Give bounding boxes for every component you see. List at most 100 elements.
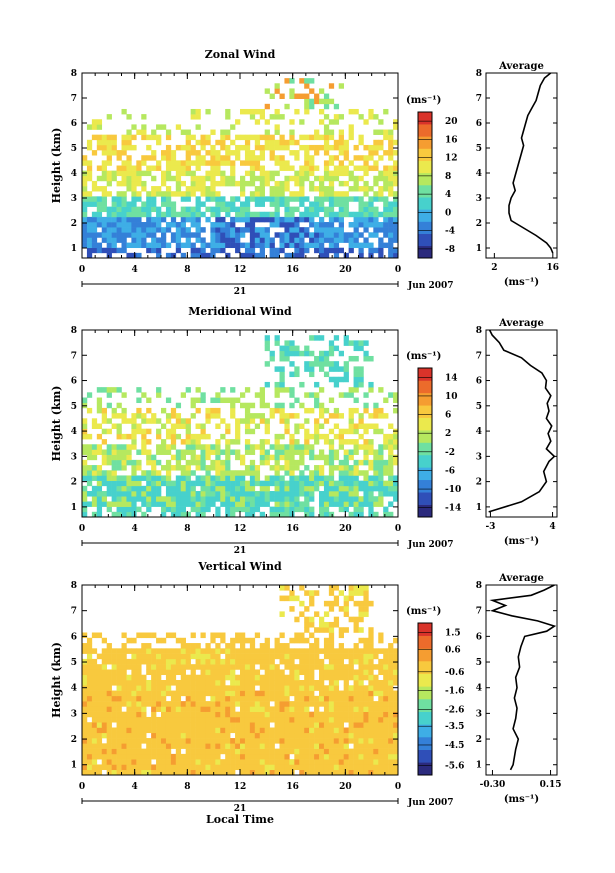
heatmap-cell <box>383 648 389 654</box>
heatmap-cell <box>383 108 389 115</box>
heatmap-cell <box>151 150 157 156</box>
heatmap-cell <box>161 743 167 749</box>
heatmap-cell <box>363 423 369 429</box>
heatmap-cell <box>319 242 325 249</box>
heatmap-cell <box>106 160 112 166</box>
heatmap-cell <box>328 480 335 487</box>
heatmap-cell <box>96 706 103 712</box>
heatmap-cell <box>175 759 182 765</box>
heatmap-cell <box>328 98 335 105</box>
heatmap-cell <box>220 387 226 393</box>
heatmap-cell <box>121 738 127 744</box>
heatmap-cell <box>170 701 177 707</box>
heatmap-cell <box>165 722 172 728</box>
heatmap-cell <box>170 764 177 771</box>
heatmap-cell <box>373 511 379 518</box>
heatmap-cell <box>106 653 112 660</box>
heatmap-cell <box>383 653 389 660</box>
heatmap-cell <box>378 480 384 487</box>
heatmap-cell <box>106 402 112 409</box>
heatmap-cell <box>328 491 335 497</box>
heatmap-cell <box>225 423 231 429</box>
heatmap-cell <box>151 418 157 424</box>
heatmap-cell <box>304 165 310 171</box>
heatmap-cell <box>319 206 325 213</box>
heatmap-cell <box>161 475 167 481</box>
heatmap-cell <box>274 114 280 120</box>
heatmap-cell <box>373 165 379 171</box>
heatmap-cell <box>373 232 379 238</box>
heatmap-cell <box>141 491 147 497</box>
heatmap-cell <box>151 129 157 135</box>
heatmap-cell <box>378 247 384 254</box>
heatmap-cell <box>180 722 186 728</box>
heatmap-cell <box>156 216 162 223</box>
heatmap-cell <box>284 732 290 739</box>
heatmap-cell <box>259 722 265 728</box>
heatmap-cell <box>299 165 305 171</box>
heatmap-cell <box>314 335 320 341</box>
heatmap-cell <box>328 186 335 192</box>
heatmap-cell <box>126 227 132 233</box>
heatmap-cell <box>328 439 335 445</box>
heatmap-cell <box>368 206 374 213</box>
heatmap-cell <box>259 743 265 749</box>
heatmap-cell <box>235 150 241 156</box>
heatmap-cell <box>225 155 231 161</box>
heatmap-cell <box>156 658 162 665</box>
heatmap-cell <box>225 727 231 734</box>
heatmap-cell <box>269 658 275 665</box>
heatmap-cell <box>106 191 112 197</box>
heatmap-cell <box>388 150 394 156</box>
heatmap-cell <box>348 439 354 445</box>
colorbar-swatch <box>418 221 432 234</box>
heatmap-cell <box>230 701 236 707</box>
heatmap-cell <box>244 134 251 141</box>
heatmap-cell <box>388 242 394 249</box>
heatmap-cell <box>269 144 275 151</box>
heatmap-cell <box>126 753 132 760</box>
heatmap-cell <box>309 201 315 207</box>
heatmap-cell <box>284 738 290 744</box>
heatmap-cell <box>314 685 320 691</box>
heatmap-cell <box>161 732 167 739</box>
heatmap-cell <box>244 211 251 218</box>
heatmap-cell <box>205 139 211 146</box>
heatmap-cell <box>244 150 251 156</box>
heatmap-cell <box>165 449 172 455</box>
heatmap-cell <box>319 695 325 702</box>
heatmap-cell <box>348 722 354 728</box>
heatmap-cell <box>368 648 374 654</box>
heatmap-cell <box>121 237 127 243</box>
heatmap-cell <box>185 485 191 492</box>
heatmap-cell <box>195 658 201 665</box>
heatmap-cell <box>136 165 142 171</box>
heatmap-cell <box>210 160 216 166</box>
heatmap-cell <box>121 465 127 471</box>
heatmap-cell <box>131 439 137 445</box>
heatmap-cell <box>319 685 325 691</box>
heatmap-cell <box>358 413 364 419</box>
heatmap-cell <box>96 387 103 393</box>
heatmap-cell <box>101 186 107 192</box>
heatmap-cell <box>294 732 300 739</box>
heatmap-cell <box>156 191 162 197</box>
heatmap-cell <box>101 227 107 233</box>
heatmap-cell <box>220 459 226 466</box>
heatmap-cell <box>215 695 221 702</box>
heatmap-cell <box>269 355 275 362</box>
heatmap-cell <box>393 738 399 744</box>
heatmap-cell <box>165 444 172 450</box>
heatmap-cell <box>220 227 226 233</box>
heatmap-cell <box>195 711 201 718</box>
heatmap-cell <box>353 444 359 450</box>
heatmap-cell <box>96 632 103 639</box>
heatmap-cell <box>91 418 98 424</box>
heatmap-cell <box>86 743 93 749</box>
heatmap-cell <box>304 727 310 734</box>
heatmap-cell <box>195 706 201 712</box>
heatmap-cell <box>393 165 399 171</box>
heatmap-cell <box>96 407 103 414</box>
heatmap-cell <box>91 449 98 455</box>
heatmap-cell <box>254 119 261 125</box>
